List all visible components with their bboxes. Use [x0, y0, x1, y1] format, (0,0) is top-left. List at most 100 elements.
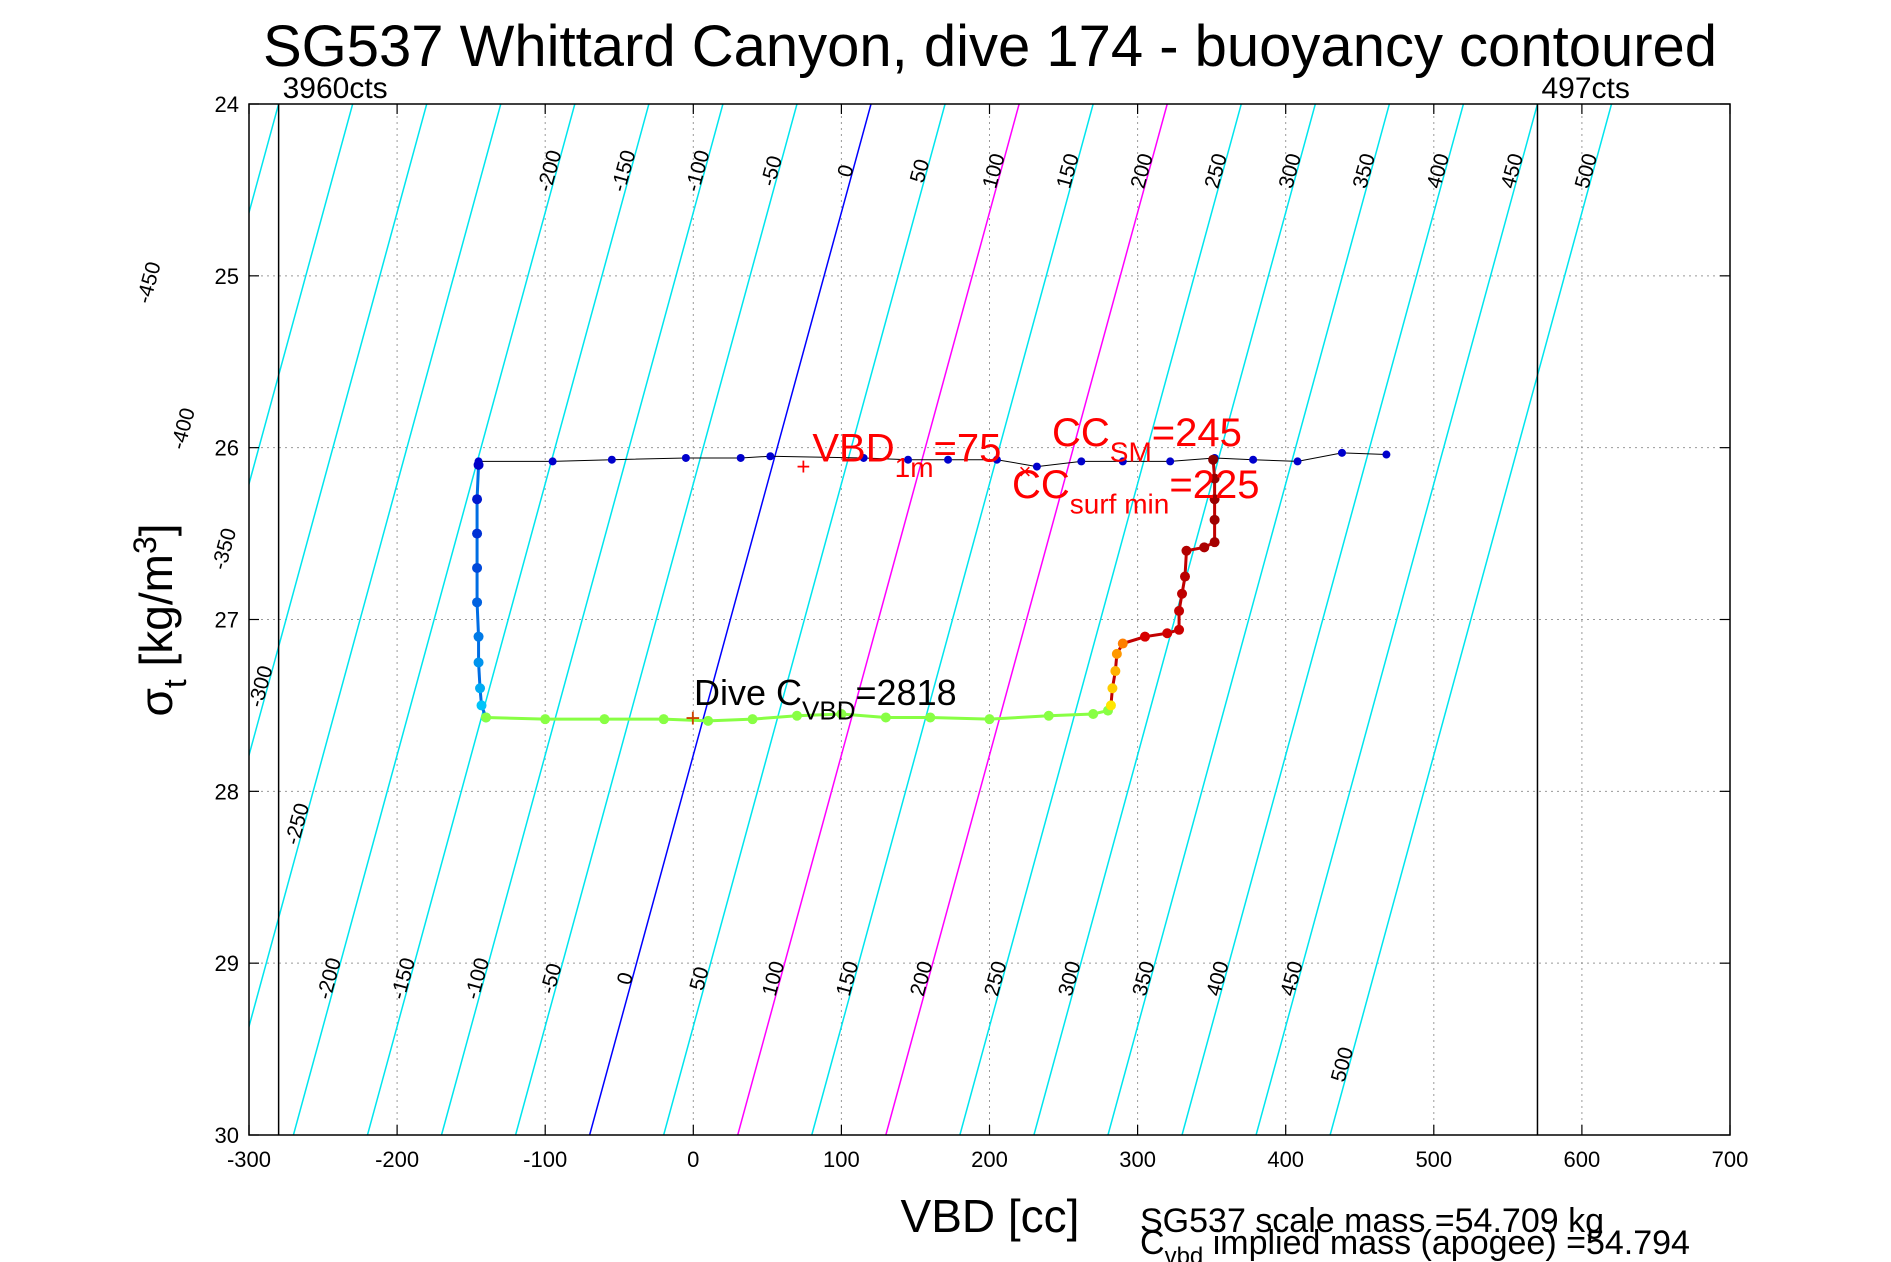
data-point	[1032, 462, 1041, 471]
data-point	[1177, 588, 1188, 599]
footer-line2-main: C	[1140, 1224, 1165, 1262]
contour-label-top: 0	[833, 162, 858, 179]
data-point	[904, 455, 913, 464]
buoyancy-contour-line	[1255, 104, 1539, 1135]
count-limit-label: 497cts	[1541, 72, 1629, 105]
buoyancy-contour-highlight	[737, 104, 1020, 1135]
data-point	[473, 459, 484, 470]
y-tick-label: 25	[215, 264, 239, 289]
vbd-1m-label: VBD1m=75	[812, 426, 1001, 482]
contour-label-bottom: 150	[832, 959, 863, 999]
y-tick-label: 30	[215, 1123, 239, 1148]
buoyancy-contour-line	[959, 104, 1242, 1135]
buoyancy-contour-line	[292, 104, 576, 1135]
data-point	[658, 714, 669, 725]
dive-cvbd-label-rest: =2818	[856, 672, 957, 713]
footer-mass-line2: Cvbd implied mass (apogee) =54.794	[1140, 1224, 1690, 1262]
contour-label-top: 150	[1052, 151, 1083, 191]
buoyancy-contour-line	[1181, 104, 1465, 1135]
vbd-1m-marker: +	[796, 454, 810, 481]
data-point	[1249, 455, 1258, 464]
buoyancy-contour-line	[366, 104, 650, 1135]
dive-cvbd-label-sub: VBD	[802, 695, 855, 725]
y-axis-label-close: ]	[130, 523, 182, 536]
contour-label-bottom: 100	[758, 959, 789, 999]
data-point	[1174, 605, 1185, 616]
data-point	[1208, 454, 1219, 465]
x-tick-label: 600	[1564, 1147, 1601, 1172]
data-point	[703, 715, 714, 726]
dive-cvbd-label: Dive CVBD=2818	[694, 672, 957, 725]
data-point	[1162, 628, 1173, 639]
contour-label-top: 450	[1497, 151, 1528, 191]
cc-sm-label-rest: =245	[1152, 411, 1242, 455]
cc-sm-label-main: CC	[1052, 411, 1110, 455]
y-tick-label: 28	[215, 779, 239, 804]
buoyancy-contour-line	[249, 104, 354, 487]
contour-label-top: 500	[1571, 151, 1602, 191]
data-point	[1382, 450, 1391, 459]
contour-label-top: 300	[1275, 151, 1306, 191]
x-tick-label: 300	[1119, 1147, 1156, 1172]
data-point	[599, 714, 610, 725]
count-limit-lines: 3960cts 497cts	[277, 72, 1630, 1135]
x-tick-label: 500	[1415, 1147, 1452, 1172]
y-axis-label-main: σ	[130, 688, 182, 716]
contour-label-bottom: -150	[387, 955, 420, 1002]
buoyancy-contour-line	[249, 104, 428, 759]
data-point	[548, 457, 557, 466]
contour-label-left: -450	[132, 259, 165, 306]
data-point	[1209, 514, 1220, 525]
dive-cvbd-marker: +	[685, 703, 700, 733]
cc-sm-label-sub: SM	[1110, 436, 1152, 467]
contour-label-bottom: 250	[980, 959, 1011, 999]
data-point	[472, 528, 483, 539]
data-point	[791, 710, 802, 721]
x-tick-label: 400	[1267, 1147, 1304, 1172]
data-point	[1179, 571, 1190, 582]
data-point	[1117, 638, 1128, 649]
contour-label-top: -100	[681, 148, 714, 195]
data-point	[480, 712, 491, 723]
x-tick-label: -200	[375, 1147, 419, 1172]
data-point	[1105, 700, 1116, 711]
data-point	[1166, 457, 1175, 466]
x-axis-label: VBD [cc]	[901, 1190, 1080, 1242]
contour-label-bottom: -200	[313, 955, 346, 1002]
y-axis-label-sub: t	[157, 679, 193, 688]
footer-line2-sub: vbd	[1165, 1243, 1204, 1262]
contour-label-left: -350	[208, 526, 241, 573]
data-point	[1337, 448, 1346, 457]
data-point	[475, 683, 486, 694]
cc-surf-min-label-main: CC	[1012, 463, 1070, 507]
data-point	[1118, 457, 1127, 466]
data-point	[1174, 624, 1185, 635]
contour-label-top: -50	[757, 153, 787, 188]
buoyancy-contour-highlight	[885, 104, 1168, 1135]
data-point	[836, 709, 847, 720]
data-point	[1077, 457, 1086, 466]
cc-surf-min-label: CCsurf min=225	[1012, 463, 1259, 519]
data-point	[1293, 457, 1302, 466]
vbd-1m-label-rest: =75	[934, 426, 1002, 470]
contour-label-top: 250	[1201, 151, 1232, 191]
data-point	[1209, 537, 1220, 548]
contour-label-bottom: -100	[461, 955, 494, 1002]
y-tick-label: 27	[215, 608, 239, 633]
data-point	[880, 712, 891, 723]
buoyancy-contour-line	[811, 104, 1094, 1135]
data-point	[736, 453, 745, 462]
data-point	[1140, 631, 1151, 642]
grid-lines	[249, 104, 1730, 1135]
cc-surf-min-label-sub: surf min	[1070, 488, 1170, 519]
data-point	[1043, 710, 1054, 721]
buoyancy-contours	[249, 104, 1613, 1135]
contour-label-bottom: 200	[906, 959, 937, 999]
contour-label-bottom: 350	[1128, 959, 1159, 999]
contour-label-top: 350	[1349, 151, 1380, 191]
footer-line2-rest: implied mass (apogee) =54.794	[1203, 1224, 1690, 1262]
buoyancy-contour-line	[1107, 104, 1391, 1135]
buoyancy-contour-line	[662, 104, 946, 1135]
